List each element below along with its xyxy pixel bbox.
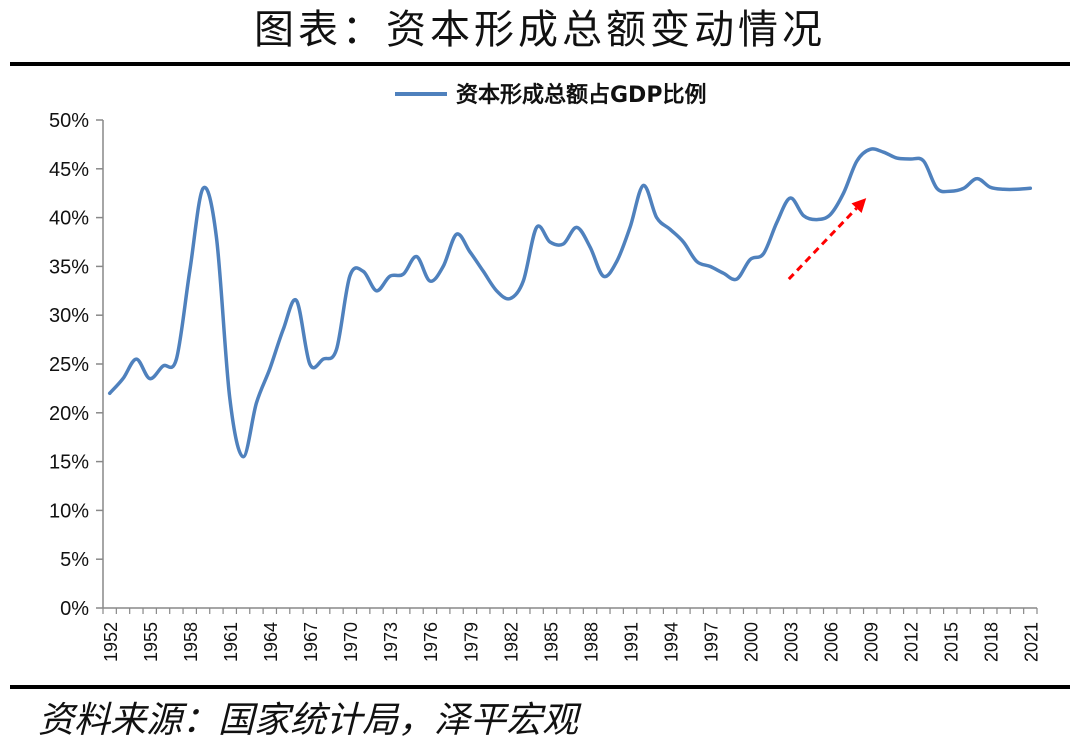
x-tick-label: 1955: [141, 622, 161, 662]
x-tick-label: 2003: [781, 622, 801, 662]
x-tick-label: 1982: [501, 622, 521, 662]
trend-arrow-shaft: [787, 207, 858, 281]
y-tick-label: 45%: [49, 159, 89, 181]
x-tick-label: 1988: [581, 622, 601, 662]
y-tick-label: 35%: [49, 256, 89, 278]
chart-axes: [102, 120, 1037, 609]
top-divider: [10, 62, 1070, 66]
x-tick-label: 2000: [741, 622, 761, 662]
y-tick-label: 20%: [49, 403, 89, 425]
x-tick-label: 1997: [701, 622, 721, 662]
x-tick-label: 1961: [221, 622, 241, 662]
x-tick-label: 1964: [261, 622, 281, 662]
x-tick-label: 2015: [942, 622, 962, 662]
y-tick-label: 0%: [60, 598, 89, 620]
y-tick-label: 50%: [49, 110, 89, 132]
x-tick-label: 2021: [1022, 622, 1042, 662]
y-tick-label: 10%: [49, 500, 89, 522]
y-tick-label: 30%: [49, 305, 89, 327]
x-tick-label: 1979: [461, 622, 481, 662]
y-tick-label: 15%: [49, 452, 89, 474]
x-tick-label: 1952: [101, 622, 121, 662]
x-tick-label: 1991: [621, 622, 641, 662]
x-tick-label: 2012: [902, 622, 922, 662]
chart-legend: 资本形成总额占GDP比例: [395, 82, 706, 108]
legend-label: 资本形成总额占GDP比例: [456, 82, 706, 108]
y-tick-label: 40%: [49, 208, 89, 230]
x-axis-ticks: 1952 1955 1958 1961 1964 1967 1970 1973 1976 1979…: [101, 608, 1042, 662]
x-tick-label: 1976: [421, 622, 441, 662]
y-tick-label: 5%: [60, 549, 89, 571]
page-title: 图表：资本形成总额变动情况: [254, 7, 826, 53]
trend-arrow: [787, 198, 867, 281]
series-line: [107, 147, 1033, 459]
bottom-divider: [10, 685, 1070, 689]
x-tick-label: 2018: [982, 622, 1002, 662]
series-group: [107, 147, 1033, 459]
x-tick-label: 1967: [301, 622, 321, 662]
y-tick-label: 25%: [49, 354, 89, 376]
y-axis-ticks: 0% 5% 10% 15% 20% 25% 30% 35% 40% 45% 50%: [49, 110, 103, 620]
x-tick-label: 1958: [181, 622, 201, 662]
x-tick-label: 2009: [862, 622, 882, 662]
x-tick-label: 2006: [822, 622, 842, 662]
x-tick-label: 1994: [661, 622, 681, 662]
source-note: 资料来源：国家统计局，泽平宏观: [38, 700, 579, 741]
trend-arrow-head: [851, 198, 867, 214]
x-tick-label: 1985: [541, 622, 561, 662]
x-tick-label: 1973: [381, 622, 401, 662]
x-tick-label: 1970: [341, 622, 361, 662]
